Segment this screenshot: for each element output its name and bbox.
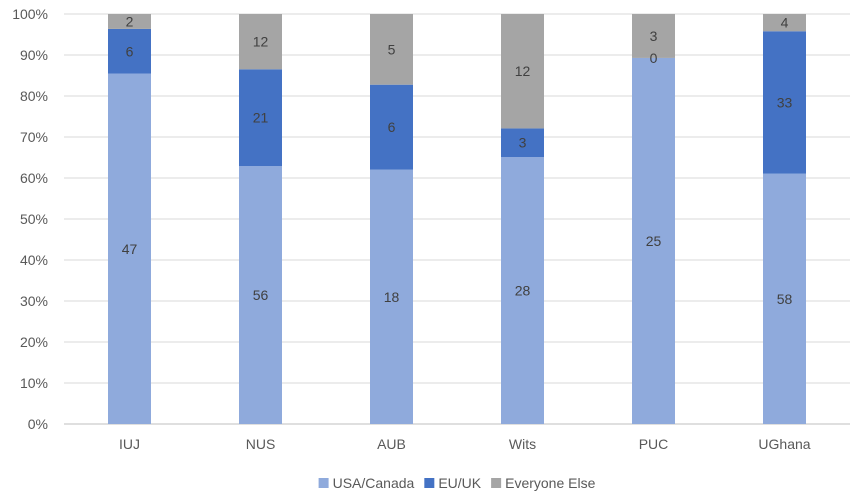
legend-swatch (491, 478, 502, 488)
y-tick-label: 60% (20, 170, 48, 186)
legend-item-eu-uk: EU/UK (424, 475, 482, 491)
legend: USA/Canada EU/UK Everyone Else (318, 475, 596, 491)
y-tick-label: 0% (28, 416, 48, 432)
legend-label: EU/UK (438, 475, 481, 491)
data-label: 6 (388, 119, 396, 135)
data-labels: 47 6 2 56 21 12 18 6 5 28 3 12 25 0 3 58 33 4 (122, 13, 793, 306)
bar-usa-canada (370, 169, 413, 424)
data-label: 33 (777, 94, 793, 110)
x-axis: IUJ NUS AUB Wits PUC UGhana (119, 436, 811, 452)
data-label: 58 (777, 291, 793, 307)
x-tick-label: UGhana (758, 436, 810, 452)
data-label: 5 (388, 41, 396, 57)
legend-swatch (318, 478, 329, 488)
bar-everyone-else (108, 14, 151, 29)
y-tick-label: 50% (20, 211, 48, 227)
legend-item-everyone-else: Everyone Else (491, 475, 596, 491)
bar-everyone-else (632, 14, 675, 58)
y-tick-label: 40% (20, 252, 48, 268)
bar-eu-uk (763, 31, 806, 174)
y-tick-label: 100% (12, 6, 48, 22)
y-tick-label: 10% (20, 375, 48, 391)
x-tick-label: AUB (377, 436, 406, 452)
legend-label: Everyone Else (505, 475, 595, 491)
x-tick-label: PUC (639, 436, 669, 452)
data-label: 21 (253, 110, 269, 126)
x-tick-label: Wits (509, 436, 536, 452)
bar-eu-uk (239, 69, 282, 167)
bar-eu-uk (108, 28, 151, 74)
bar-eu-uk (370, 84, 413, 170)
data-label: 25 (646, 233, 662, 249)
bars (108, 14, 806, 425)
legend-item-usa-canada: USA/Canada (318, 475, 415, 491)
bar-everyone-else (763, 14, 806, 32)
y-tick-label: 70% (20, 129, 48, 145)
data-label: 4 (781, 15, 789, 31)
x-tick-label: NUS (246, 436, 276, 452)
bar-usa-canada (632, 57, 675, 425)
bar-everyone-else (501, 14, 544, 129)
bar-everyone-else (239, 14, 282, 70)
bar-usa-canada (763, 173, 806, 424)
data-label: 3 (519, 135, 527, 151)
data-label: 12 (515, 63, 531, 79)
bar-eu-uk (501, 128, 544, 158)
y-tick-label: 80% (20, 88, 48, 104)
bar-usa-canada (239, 166, 282, 425)
data-label: 47 (122, 241, 138, 257)
legend-label: USA/Canada (333, 475, 415, 491)
data-label: 18 (384, 289, 400, 305)
data-label: 28 (515, 283, 531, 299)
bar-usa-canada (501, 157, 544, 424)
x-tick-label: IUJ (119, 436, 140, 452)
data-label: 12 (253, 34, 269, 50)
data-label: 3 (650, 28, 658, 44)
gridlines (64, 13, 850, 425)
y-tick-label: 30% (20, 293, 48, 309)
y-tick-label: 20% (20, 334, 48, 350)
legend-swatch (424, 478, 435, 488)
data-label: 0 (650, 50, 658, 66)
data-label: 2 (126, 13, 134, 29)
y-axis: 0% 10% 20% 30% 40% 50% 60% 70% 80% 90% 100% (12, 6, 48, 432)
data-label: 6 (126, 43, 134, 59)
bar-usa-canada (108, 73, 151, 425)
bar-everyone-else (370, 14, 413, 85)
data-label: 56 (253, 287, 269, 303)
y-tick-label: 90% (20, 47, 48, 63)
